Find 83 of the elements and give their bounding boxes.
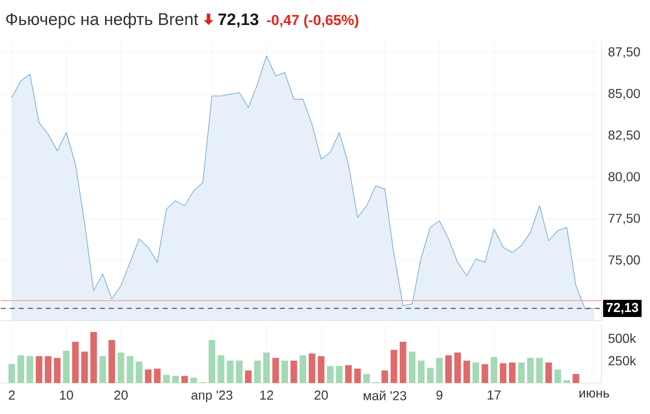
bar (226, 360, 234, 383)
bar (318, 356, 324, 383)
y-tick-label: 80,00 (608, 172, 640, 183)
bar (190, 378, 198, 383)
bar (518, 362, 525, 383)
text: -0,47 (-0,65%) (266, 14, 358, 28)
bar (54, 358, 61, 383)
bar (36, 356, 42, 383)
bar (445, 355, 452, 383)
bar (300, 355, 306, 383)
chart-title: Фьючерс на нефть Brent (6, 12, 198, 29)
bar (454, 352, 461, 383)
bar (72, 342, 79, 383)
bar (545, 362, 552, 383)
x-tick-label: май '23 (364, 390, 406, 400)
bar (536, 358, 543, 383)
bar (118, 352, 124, 383)
bar (482, 364, 488, 383)
x-tick-label: апр '23 (191, 390, 232, 402)
y-tick-label: 87,50 (608, 47, 640, 58)
y-tick-label: 77,50 (608, 214, 640, 224)
bar (400, 342, 406, 383)
bar (218, 355, 224, 383)
x-tick-label: 20 (314, 390, 328, 400)
bar (126, 356, 134, 383)
y-tick-label: 500k (608, 333, 636, 343)
bar (427, 368, 434, 383)
bar (290, 360, 298, 383)
bar (272, 358, 279, 383)
bar (26, 356, 34, 383)
x-tick-label: 9 (436, 390, 442, 400)
bar (363, 374, 370, 383)
bar (44, 356, 52, 383)
bar (154, 368, 161, 383)
bar (490, 357, 498, 383)
bar (172, 376, 179, 383)
y-tick-label: 75,00 (608, 255, 640, 266)
bar (572, 374, 580, 383)
bar (472, 362, 480, 383)
bar (463, 360, 470, 383)
bar (326, 366, 334, 383)
ref-line-label: 72,13 (606, 302, 638, 314)
bar (254, 360, 261, 383)
bar (436, 358, 443, 383)
bar (18, 355, 24, 383)
bar (508, 362, 516, 383)
bar (63, 350, 70, 383)
bar (345, 365, 352, 383)
bar (500, 363, 506, 383)
bar (390, 350, 398, 383)
bar (81, 352, 88, 383)
bar (354, 368, 361, 383)
bar (99, 356, 106, 383)
x-tick-label: 17 (488, 390, 501, 400)
x-tick-label: июнь (580, 390, 610, 398)
bar (108, 340, 116, 383)
y-tick-label: 82,50 (608, 130, 640, 142)
text: 72,13 (218, 13, 258, 28)
bar (564, 380, 570, 383)
x-tick-label: 2 (8, 390, 15, 400)
bar (308, 353, 316, 383)
bar (263, 352, 270, 383)
bar (90, 332, 97, 383)
bar (8, 364, 16, 383)
bar (236, 360, 243, 383)
bar (382, 370, 388, 383)
bar (136, 361, 142, 383)
bar (163, 374, 170, 383)
y-tick-label: 250k (608, 356, 636, 366)
bar (281, 360, 288, 383)
x-tick-label: 10 (60, 390, 74, 400)
bar (245, 370, 252, 383)
bar (418, 360, 425, 383)
bar (208, 340, 216, 383)
y-tick-label: 85,00 (608, 88, 640, 100)
bar (336, 366, 343, 383)
bar (144, 370, 152, 383)
bar (181, 376, 188, 383)
bar (408, 352, 416, 383)
x-tick-label: 20 (114, 390, 128, 400)
x-tick-label: 12 (260, 390, 274, 400)
bar (527, 358, 534, 383)
bar (554, 370, 562, 383)
